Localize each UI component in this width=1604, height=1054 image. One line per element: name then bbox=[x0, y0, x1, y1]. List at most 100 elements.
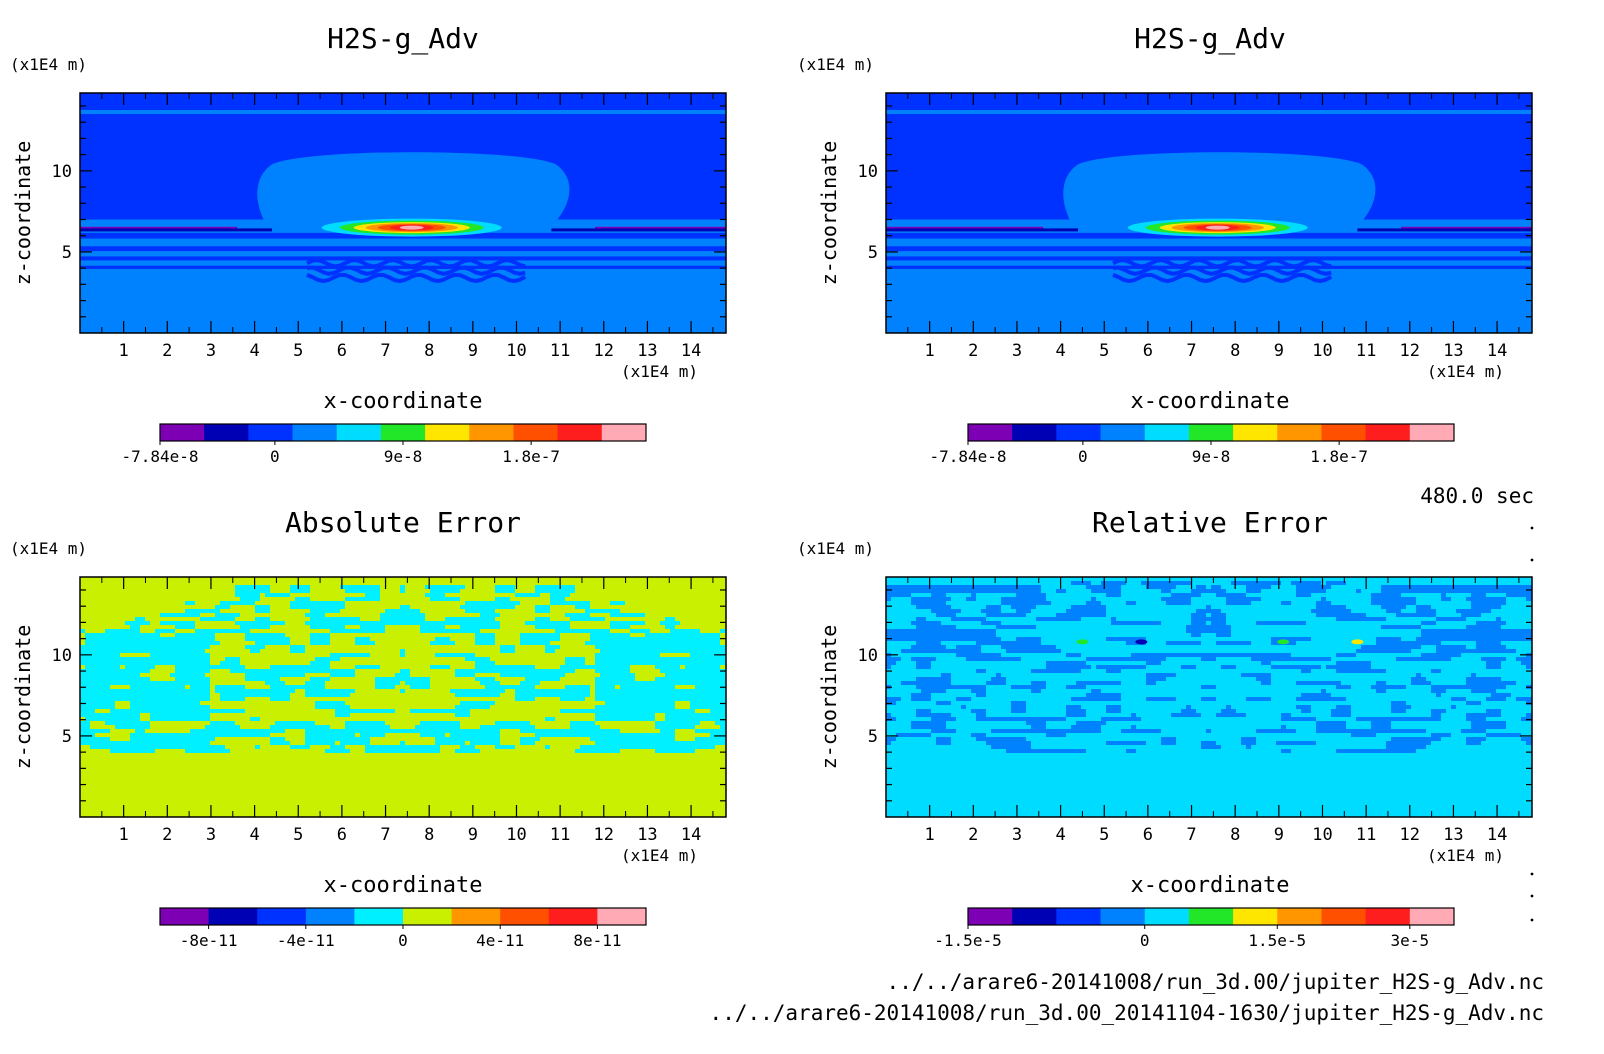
error-spot bbox=[1277, 639, 1290, 645]
x-tick-label: 4 bbox=[249, 341, 259, 361]
x-tick-label: 2 bbox=[162, 341, 172, 361]
y-axis-label: z-coordinate bbox=[11, 625, 35, 770]
colorbar-swatch bbox=[500, 908, 550, 925]
file-path-1: ../../arare6-20141008/run_3d.00/jupiter_… bbox=[886, 970, 1544, 994]
x-tick-label: 14 bbox=[681, 341, 701, 361]
x-tick-label: 11 bbox=[550, 825, 570, 845]
x-tick-label: 1 bbox=[119, 341, 129, 361]
edge-dot bbox=[1530, 918, 1534, 922]
colorbar-swatch bbox=[1188, 908, 1234, 925]
field-band bbox=[886, 246, 1532, 252]
colorbar-swatch bbox=[513, 424, 559, 441]
colorbar-swatch bbox=[380, 424, 426, 441]
x-unit-label: (x1E4 m) bbox=[1427, 362, 1504, 381]
side-streak bbox=[80, 228, 273, 232]
colorbar-swatch bbox=[597, 908, 647, 925]
field-stripe bbox=[80, 110, 726, 115]
colorbar-tick-label: 1.8e-7 bbox=[1310, 447, 1368, 466]
plot-frame bbox=[885, 92, 1533, 334]
colorbar-swatch bbox=[354, 908, 404, 925]
x-tick-label: 9 bbox=[468, 341, 478, 361]
chart-title: H2S-g_Adv bbox=[327, 22, 479, 56]
colorbar-swatch bbox=[208, 908, 258, 925]
y-tick-label: 5 bbox=[62, 727, 72, 747]
colorbar-swatch bbox=[1144, 424, 1190, 441]
colorbar-tick-label: -1.5e-5 bbox=[934, 931, 1001, 950]
colorbar-swatch bbox=[1277, 908, 1322, 925]
colorbar-swatch bbox=[160, 908, 210, 925]
y-tick-label: 5 bbox=[868, 727, 878, 747]
field-wave bbox=[1112, 265, 1332, 276]
plume-bubble bbox=[1063, 152, 1376, 235]
colorbar-swatch bbox=[1321, 424, 1367, 441]
field-band bbox=[80, 256, 726, 261]
x-tick-label: 4 bbox=[249, 825, 259, 845]
colorbar-tick-label: 1.8e-7 bbox=[502, 447, 560, 466]
x-tick-label: 10 bbox=[506, 341, 526, 361]
x-tick-label: 8 bbox=[424, 825, 434, 845]
colorbar-swatch bbox=[292, 424, 338, 441]
colorbar-tick-label: 0 bbox=[270, 447, 280, 466]
x-tick-label: 2 bbox=[162, 825, 172, 845]
field-area bbox=[80, 577, 726, 817]
field-stripe bbox=[886, 110, 1532, 115]
x-tick-label: 1 bbox=[925, 825, 935, 845]
colorbar-frame bbox=[967, 907, 1455, 926]
x-tick-label: 6 bbox=[337, 825, 347, 845]
colorbar-swatch bbox=[1144, 908, 1190, 925]
y-tick-label: 10 bbox=[52, 162, 72, 182]
field-area bbox=[80, 93, 726, 333]
colorbar-tick-label: 0 bbox=[1140, 931, 1150, 950]
edge-dot bbox=[1530, 872, 1534, 876]
field-area bbox=[886, 93, 1532, 333]
x-axis-label: x-coordinate bbox=[324, 873, 483, 898]
field-band bbox=[886, 265, 1532, 269]
colorbar-swatch bbox=[1056, 424, 1102, 441]
y-unit-label: (x1E4 m) bbox=[797, 55, 874, 74]
x-tick-label: 4 bbox=[1055, 341, 1065, 361]
x-tick-label: 5 bbox=[1099, 341, 1109, 361]
side-streak bbox=[551, 228, 726, 232]
chart-title: Relative Error bbox=[1092, 506, 1328, 539]
side-streak bbox=[886, 228, 1079, 232]
field-wave bbox=[1112, 258, 1332, 269]
x-tick-label: 5 bbox=[293, 341, 303, 361]
field-band bbox=[80, 265, 726, 269]
x-tick-label: 8 bbox=[1230, 825, 1240, 845]
y-unit-label: (x1E4 m) bbox=[10, 539, 87, 558]
colorbar-swatch bbox=[1321, 908, 1367, 925]
colorbar-swatch bbox=[1409, 424, 1455, 441]
colorbar-swatch bbox=[1100, 908, 1146, 925]
plot-frame bbox=[79, 92, 727, 334]
x-tick-label: 6 bbox=[1143, 825, 1153, 845]
y-tick-label: 5 bbox=[868, 243, 878, 263]
x-tick-label: 12 bbox=[1400, 341, 1420, 361]
x-unit-label: (x1E4 m) bbox=[1427, 846, 1504, 865]
colorbar-tick-label: 3e-5 bbox=[1391, 931, 1430, 950]
x-tick-label: 3 bbox=[1012, 341, 1022, 361]
x-tick-label: 13 bbox=[637, 341, 657, 361]
colorbar-swatch bbox=[469, 424, 514, 441]
colorbar-swatch bbox=[1365, 424, 1411, 441]
x-tick-label: 11 bbox=[550, 341, 570, 361]
error-spot bbox=[1351, 639, 1364, 645]
field-noise bbox=[886, 581, 1532, 753]
colorbar-swatch bbox=[336, 424, 382, 441]
x-tick-label: 14 bbox=[1487, 341, 1507, 361]
plot-frame bbox=[79, 576, 727, 818]
x-tick-label: 7 bbox=[1186, 341, 1196, 361]
y-axis-label: z-coordinate bbox=[817, 141, 841, 286]
colorbar-swatch bbox=[425, 424, 470, 441]
x-axis-label: x-coordinate bbox=[324, 389, 483, 414]
plume-core bbox=[1205, 225, 1230, 230]
colorbar-tick-label: -4e-11 bbox=[277, 931, 335, 950]
colorbar-swatch bbox=[1233, 424, 1278, 441]
edge-dot bbox=[1530, 558, 1534, 562]
plume-bubble bbox=[257, 152, 570, 235]
plot-frame bbox=[885, 576, 1533, 818]
field-band bbox=[886, 256, 1532, 261]
x-axis-label: x-coordinate bbox=[1131, 873, 1290, 898]
colorbar-swatch bbox=[1012, 908, 1057, 925]
x-tick-label: 6 bbox=[337, 341, 347, 361]
